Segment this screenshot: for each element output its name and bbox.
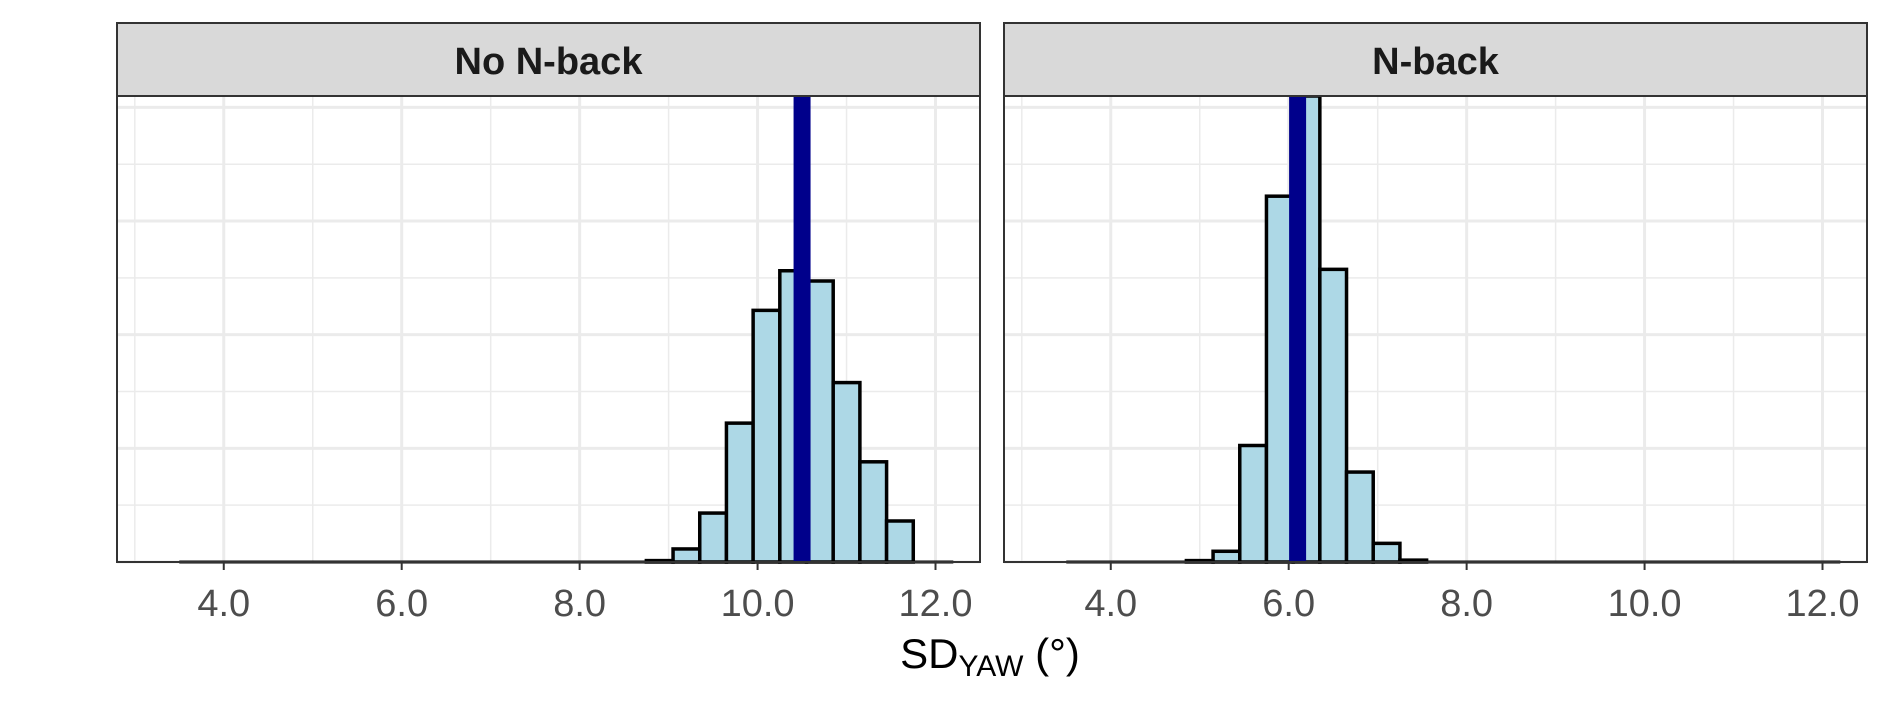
histogram-bar bbox=[884, 519, 916, 564]
x-tick-label: 6.0 bbox=[1262, 583, 1315, 625]
x-axis-title: SDYAW (°) bbox=[900, 630, 1080, 683]
x-axis-title-subscript: YAW bbox=[958, 650, 1024, 683]
panel-no-nback: No N-back 4.0 6.0 8.0 10.0 12.0 bbox=[116, 22, 981, 625]
x-tick-label: 8.0 bbox=[1440, 583, 1493, 625]
histogram-bar bbox=[831, 380, 862, 564]
x-axis-title-main: SD bbox=[900, 630, 958, 677]
panel-background bbox=[1004, 96, 1867, 562]
x-tick-label: 8.0 bbox=[553, 583, 606, 625]
x-axis-title-unit: (°) bbox=[1023, 630, 1079, 677]
panel-nback: N-back 4.0 6.0 8.0 10.0 12.0 bbox=[1003, 22, 1868, 625]
x-tick-label: 4.0 bbox=[1084, 583, 1137, 625]
facet-strip bbox=[1003, 22, 1868, 97]
histogram-bar bbox=[751, 308, 782, 564]
x-tick-label: 6.0 bbox=[375, 583, 428, 625]
histogram-bar bbox=[1344, 470, 1375, 564]
histogram-bar bbox=[1238, 443, 1269, 564]
x-tick-label: 12.0 bbox=[1786, 583, 1860, 625]
facet-strip-label: No N-back bbox=[455, 41, 644, 83]
x-tick-label: 10.0 bbox=[721, 583, 795, 625]
facet-strip bbox=[116, 22, 981, 97]
histogram-bar bbox=[1318, 267, 1349, 564]
histogram-bar bbox=[858, 460, 889, 564]
histogram-bar bbox=[1211, 549, 1242, 564]
facet-strip-label: N-back bbox=[1372, 41, 1500, 83]
histogram-bar bbox=[671, 547, 702, 564]
x-tick-label: 12.0 bbox=[899, 583, 973, 625]
histogram-bar bbox=[1371, 541, 1402, 564]
x-tick-label: 10.0 bbox=[1608, 583, 1682, 625]
x-tick-label: 4.0 bbox=[197, 583, 250, 625]
histogram-bar bbox=[697, 511, 729, 564]
histogram-bar bbox=[724, 421, 755, 564]
